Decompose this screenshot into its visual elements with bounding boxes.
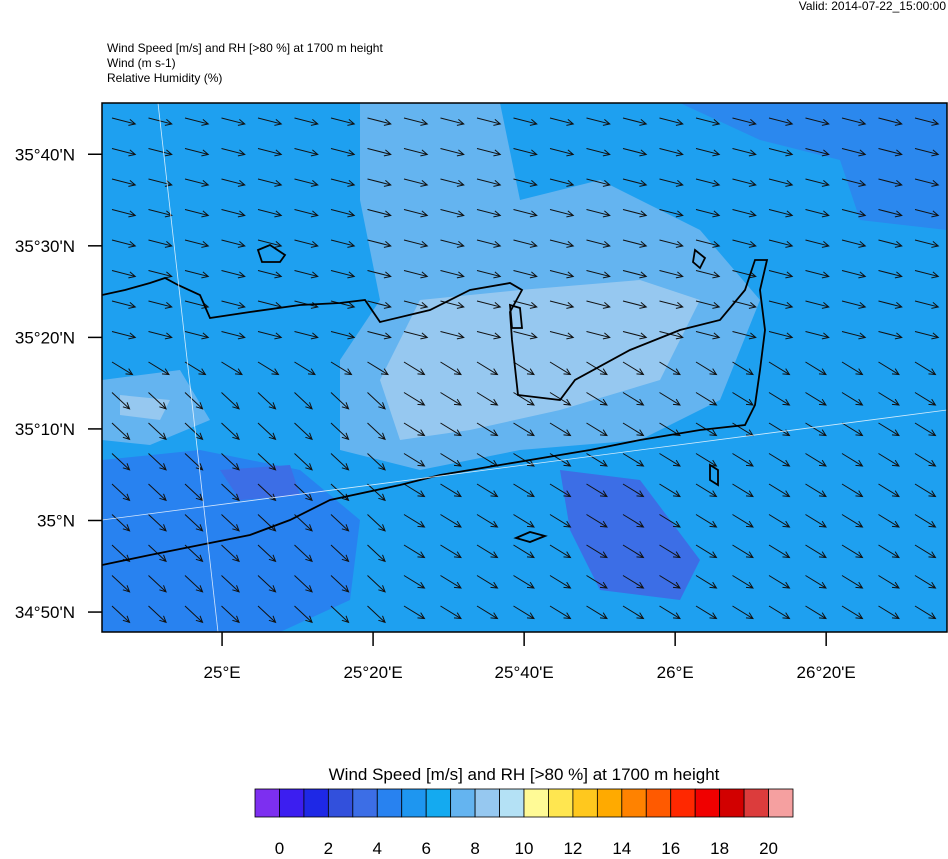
colorbar-box	[327, 788, 354, 818]
colorbar-box	[694, 788, 721, 818]
colorbar-box	[523, 788, 549, 818]
map-field	[102, 103, 947, 632]
colorbar-label: 20	[759, 839, 778, 854]
colorbar-box	[499, 788, 525, 818]
wind-arrows	[111, 117, 940, 624]
lon-label: 25°20'E	[343, 663, 402, 682]
lat-label: 35°30'N	[15, 237, 75, 256]
lon-label: 26°E	[657, 663, 694, 682]
colorbar-label: 4	[373, 839, 382, 854]
colorbar-box	[401, 788, 427, 818]
colorbar-box	[254, 788, 280, 818]
lat-label: 35°40'N	[15, 145, 75, 164]
colorbar-box	[743, 788, 769, 818]
colorbar-label: 10	[515, 839, 534, 854]
colorbar-box	[450, 788, 476, 818]
colorbar-title: Wind Speed [m/s] and RH [>80 %] at 1700 …	[329, 765, 720, 784]
coastline	[102, 243, 769, 566]
colorbar-box	[352, 788, 378, 818]
arrow-field	[111, 117, 940, 624]
colorbar-label: 14	[612, 839, 631, 854]
lon-label: 26°20'E	[797, 663, 856, 682]
header-line: Wind Speed [m/s] and RH [>80 %] at 1700 …	[107, 41, 383, 55]
colorbar-label: 6	[421, 839, 430, 854]
colorbar-box	[376, 788, 403, 818]
colorbar-label: 0	[275, 839, 284, 854]
colorbar-box	[719, 788, 745, 818]
colorbar-label: 12	[563, 839, 582, 854]
colorbar-box	[303, 788, 329, 818]
header-line: Relative Humidity (%)	[107, 71, 222, 85]
lat-label: 34°50'N	[15, 603, 75, 622]
colorbar-box	[768, 788, 794, 818]
lon-label: 25°40'E	[495, 663, 554, 682]
colorbar-box	[621, 788, 647, 818]
colorbar-box	[645, 788, 672, 818]
valid-time: Valid: 2014-07-22_15:00:00	[799, 0, 947, 13]
colorbar-label: 8	[470, 839, 479, 854]
colorbar-box	[425, 788, 452, 818]
lat-label: 35°N	[37, 511, 75, 530]
colorbar-box	[474, 788, 500, 818]
colorbar-label: 2	[324, 839, 333, 854]
colorbar-box	[670, 788, 696, 818]
graticule	[102, 103, 947, 632]
colorbar-box	[572, 788, 598, 818]
header-line: Wind (m s-1)	[107, 56, 176, 70]
lat-label: 35°10'N	[15, 420, 75, 439]
colorbar-box	[596, 788, 623, 818]
colorbar-box	[279, 788, 305, 818]
lat-label: 35°20'N	[15, 328, 75, 347]
colorbar-label: 18	[710, 839, 729, 854]
colorbar-box	[548, 788, 574, 818]
colorbar-label: 16	[661, 839, 680, 854]
lon-label: 25°E	[204, 663, 241, 682]
